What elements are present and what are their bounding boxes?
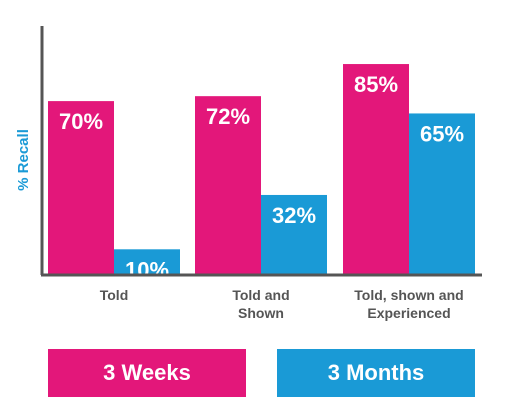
bar-weeks-0 xyxy=(48,101,114,274)
data-labels-group: 70% 10% 72% 32% 85% 65% xyxy=(59,72,464,282)
bars-group xyxy=(48,64,475,274)
data-label-weeks-1: 72% xyxy=(206,104,250,129)
bar-weeks-1 xyxy=(195,96,261,274)
legend-3-months-label: 3 Months xyxy=(327,360,425,385)
data-label-months-1: 32% xyxy=(272,203,316,228)
legend-3-weeks: 3 Weeks xyxy=(48,349,246,397)
x-tick-label-1-1: Shown xyxy=(238,305,284,321)
data-label-months-0: 10% xyxy=(125,257,169,282)
bar-months-0 xyxy=(114,249,180,274)
x-tick-labels-group: Told Told and Shown Told, shown and Experien… xyxy=(100,287,464,321)
legend-3-weeks-label: 3 Weeks xyxy=(103,360,191,385)
bar-weeks-2 xyxy=(343,64,409,274)
x-tick-label-1-0: Told and xyxy=(232,287,289,303)
y-axis-label: % Recall xyxy=(15,129,32,191)
x-tick-label-2-1: Experienced xyxy=(367,305,450,321)
bar-months-1 xyxy=(261,194,327,274)
bar-months-2 xyxy=(409,113,475,274)
x-tick-label-0-0: Told xyxy=(100,287,129,303)
legend-3-months: 3 Months xyxy=(277,349,475,397)
x-tick-label-2-0: Told, shown and xyxy=(354,287,463,303)
data-label-weeks-2: 85% xyxy=(354,72,398,97)
data-label-months-2: 65% xyxy=(420,121,464,146)
data-label-weeks-0: 70% xyxy=(59,109,103,134)
